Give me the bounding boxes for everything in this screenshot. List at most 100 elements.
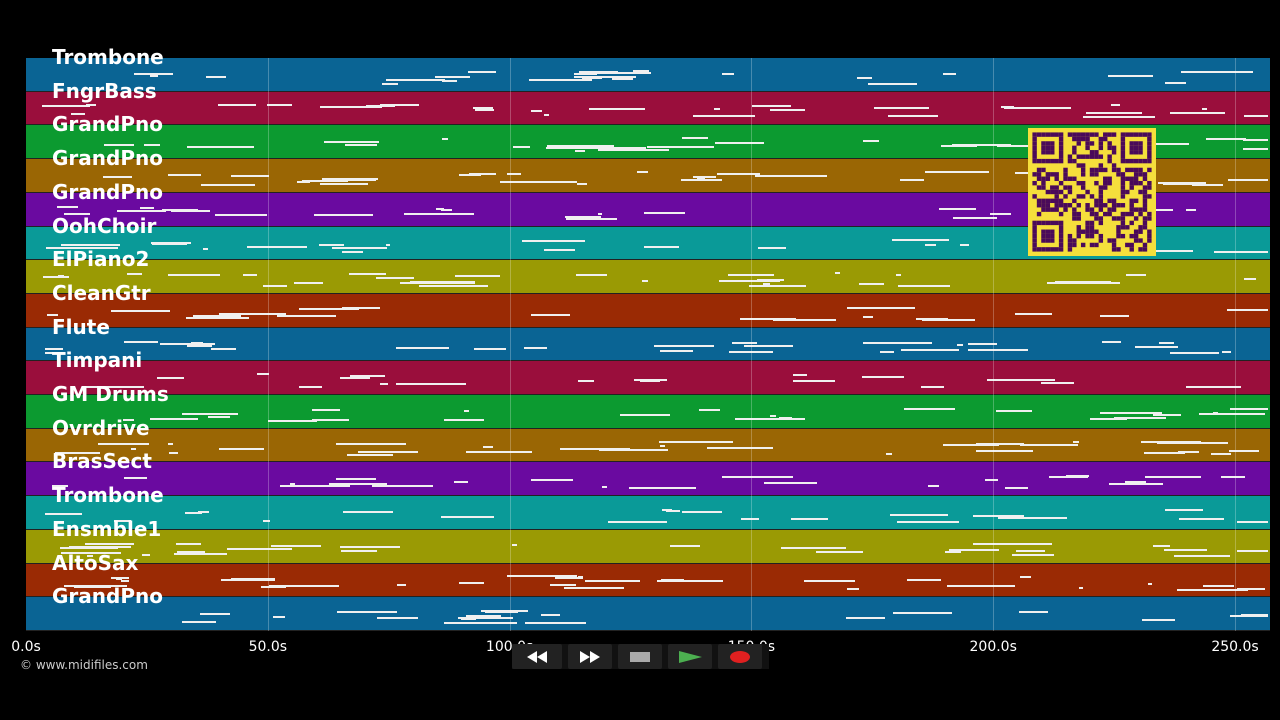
track-label: OohChoir <box>52 213 157 238</box>
note <box>187 146 254 149</box>
note <box>967 343 997 346</box>
note <box>42 104 90 107</box>
note <box>290 483 295 486</box>
note <box>757 246 786 249</box>
note <box>1227 309 1268 312</box>
note <box>719 279 781 282</box>
note <box>886 452 892 455</box>
note <box>357 450 419 453</box>
note <box>1227 179 1268 182</box>
note <box>1244 278 1257 281</box>
note <box>657 579 723 582</box>
note <box>732 341 757 344</box>
note <box>98 443 149 446</box>
note <box>458 616 490 619</box>
note <box>547 144 614 147</box>
note <box>927 484 940 487</box>
note <box>499 181 569 184</box>
time-tick-label: 250.0s <box>1211 639 1259 655</box>
note <box>545 146 585 149</box>
note <box>698 408 721 411</box>
note <box>1165 509 1204 512</box>
note <box>924 244 937 247</box>
note <box>973 514 1024 517</box>
note <box>380 383 388 386</box>
note <box>816 550 863 553</box>
note <box>1144 476 1202 479</box>
note <box>681 179 723 182</box>
note <box>660 445 665 448</box>
note <box>847 307 916 310</box>
track-row[interactable] <box>26 529 1270 564</box>
note <box>1100 412 1162 414</box>
note <box>1054 281 1112 284</box>
note <box>862 315 874 318</box>
note <box>577 575 583 578</box>
note <box>339 545 374 548</box>
note <box>770 415 777 418</box>
note <box>859 282 884 285</box>
note <box>524 622 586 625</box>
track-row[interactable] <box>26 293 1270 328</box>
note <box>211 348 236 351</box>
note <box>739 317 797 320</box>
track-row[interactable] <box>26 58 1270 92</box>
note <box>343 510 393 513</box>
note <box>467 70 497 73</box>
note <box>1243 115 1268 118</box>
note <box>507 172 518 175</box>
note <box>268 419 318 422</box>
note <box>435 76 471 79</box>
note <box>644 245 680 248</box>
note <box>544 113 549 116</box>
note <box>906 578 942 581</box>
note <box>466 615 501 618</box>
note <box>474 108 495 111</box>
track-label: Ensmble1 <box>52 516 162 541</box>
track-row[interactable] <box>26 361 1270 396</box>
note <box>949 549 1000 552</box>
note <box>262 285 288 288</box>
track-row[interactable] <box>26 260 1270 294</box>
note <box>320 105 383 108</box>
fast-forward-button[interactable] <box>568 644 612 669</box>
note <box>267 103 293 106</box>
track-row[interactable] <box>26 395 1270 429</box>
record-button[interactable] <box>718 644 762 669</box>
note <box>395 346 450 349</box>
track-label: Ovrdrive <box>52 415 150 440</box>
note <box>659 350 693 353</box>
note <box>1140 250 1194 253</box>
note <box>1002 379 1008 382</box>
stop-button[interactable] <box>618 644 662 669</box>
rewind-button[interactable] <box>512 644 562 669</box>
note <box>372 485 433 488</box>
note <box>318 243 344 246</box>
note <box>257 579 275 582</box>
note <box>182 621 216 624</box>
track-row[interactable] <box>26 462 1270 497</box>
note <box>1174 554 1230 557</box>
note <box>986 378 1056 381</box>
note <box>191 341 204 344</box>
gridline <box>751 58 753 631</box>
track-row[interactable] <box>26 327 1270 362</box>
note <box>669 544 700 547</box>
note <box>925 171 989 174</box>
note <box>507 575 577 578</box>
note <box>632 70 649 73</box>
note <box>1083 115 1155 118</box>
note <box>921 386 945 389</box>
track-row[interactable] <box>26 496 1270 530</box>
note <box>315 418 350 421</box>
note <box>1152 545 1171 548</box>
note <box>756 278 784 281</box>
note <box>58 275 64 278</box>
note <box>1142 618 1176 621</box>
play-button[interactable] <box>668 644 712 669</box>
track-row[interactable] <box>26 597 1270 631</box>
note <box>207 416 231 419</box>
qr-code-image <box>1032 132 1152 252</box>
note <box>168 173 201 176</box>
note <box>126 273 142 276</box>
